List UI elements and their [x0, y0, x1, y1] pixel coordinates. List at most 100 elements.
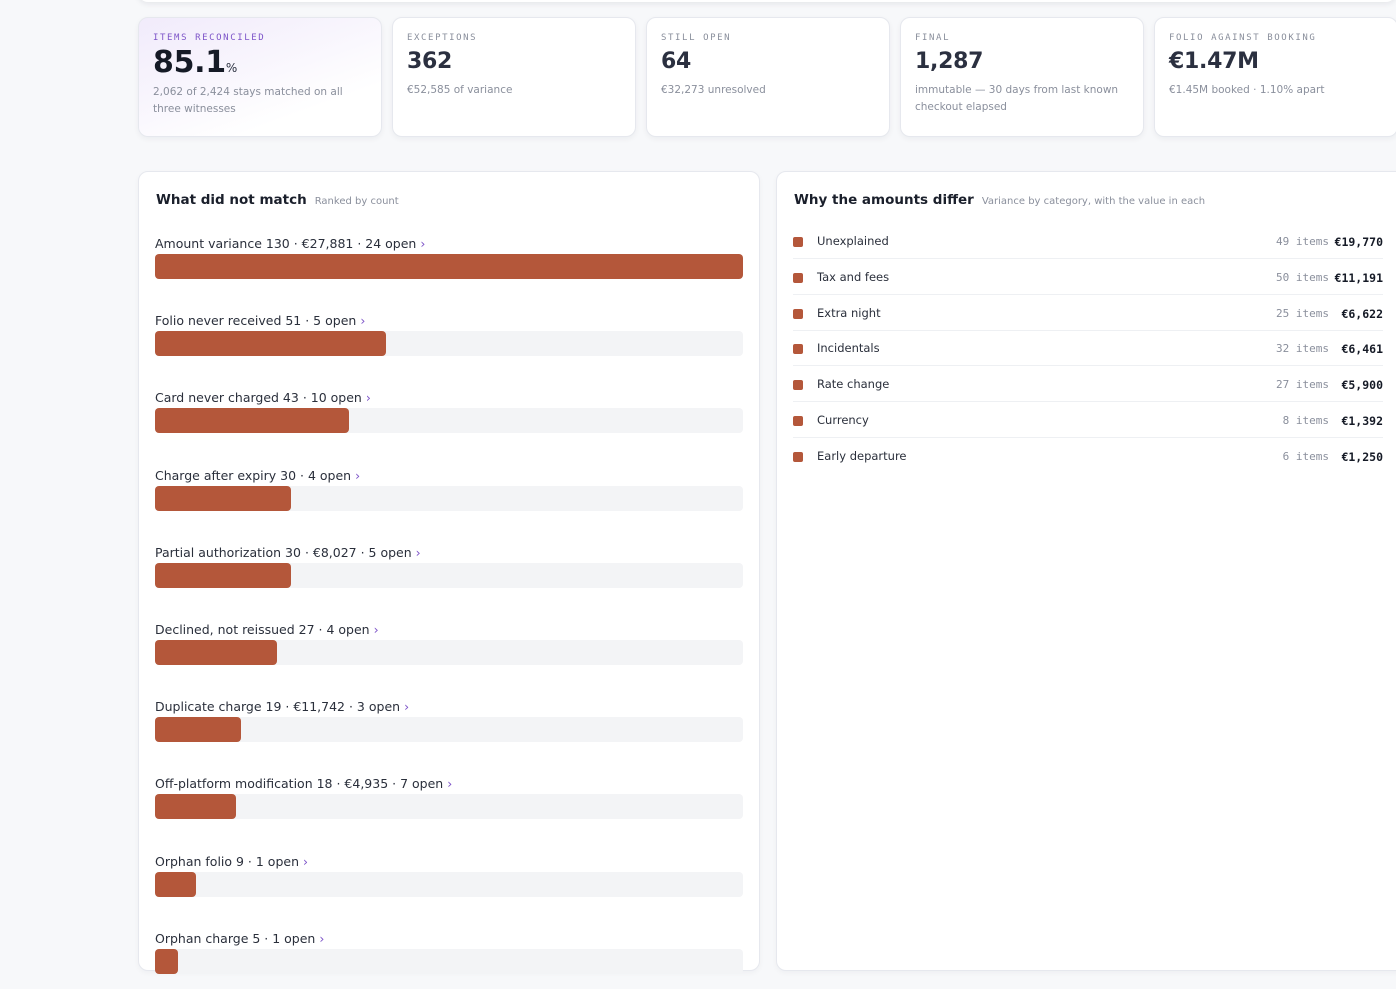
mismatch-row[interactable]: Partial authorization 30 · €8,027 · 5 op… [155, 545, 745, 603]
stat-label: FINAL [915, 33, 951, 43]
variance-amount: €1,392 [1341, 414, 1383, 428]
variance-amount: €6,622 [1341, 306, 1383, 321]
variance-row[interactable]: Early departure 6 items €1,250 [793, 438, 1383, 474]
chevron-right-icon[interactable]: › [447, 776, 453, 792]
mismatch-row[interactable]: Off-platform modification 18 · €4,935 · … [155, 776, 745, 834]
stat-label: STILL OPEN [661, 33, 732, 43]
variance-row[interactable]: Unexplained 49 items €19,770 [793, 223, 1383, 259]
variance-item-count: 25 items [1276, 306, 1329, 320]
mismatch-row[interactable]: Duplicate charge 19 · €11,742 · 3 open › [155, 699, 745, 757]
variance-category-label: Rate change [817, 377, 890, 392]
variance-panel-title: Why the amounts differ [794, 192, 974, 208]
mismatch-row[interactable]: Orphan folio 9 · 1 open › [155, 854, 745, 912]
category-swatch-icon [793, 344, 803, 355]
mismatch-row[interactable]: Orphan charge 5 · 1 open › [155, 931, 745, 989]
stats-row: ITEMS RECONCILED 85.1% 2,062 of 2,424 st… [138, 17, 1396, 137]
chevron-right-icon[interactable]: › [365, 390, 371, 406]
variance-category-label: Tax and fees [817, 269, 890, 284]
variance-category-label: Currency [817, 413, 869, 427]
stat-card-folio-against-booking: FOLIO AGAINST BOOKING €1.47M €1.45M book… [1154, 17, 1396, 137]
mismatch-row-label: Card never charged 43 · 10 open › [155, 390, 371, 405]
chevron-right-icon[interactable]: › [355, 467, 361, 483]
mismatch-panel-title: What did not match [156, 192, 307, 208]
mismatch-panel-subtitle: Ranked by count [314, 196, 399, 207]
bar-track [155, 562, 743, 588]
variance-item-count: 49 items [1276, 235, 1329, 248]
bar-track [155, 640, 743, 665]
mismatch-row[interactable]: Card never charged 43 · 10 open › [155, 390, 745, 448]
count-bar [155, 408, 349, 434]
stat-label: ITEMS RECONCILED [153, 33, 266, 43]
mismatch-row-label: Charge after expiry 30 · 4 open › [155, 468, 360, 483]
category-swatch-icon [793, 416, 803, 426]
mismatch-row-label: Folio never received 51 · 5 open › [155, 313, 365, 328]
category-swatch-icon [793, 380, 803, 391]
stat-value: 362 [407, 49, 453, 74]
variance-item-count: 32 items [1276, 342, 1329, 356]
top-panel-edge [138, 0, 1396, 2]
category-swatch-icon [793, 237, 803, 247]
mismatch-row-text: Declined, not reissued 27 · 4 open [155, 622, 370, 637]
variance-row[interactable]: Currency 8 items €1,392 [793, 402, 1383, 438]
count-bar [155, 640, 277, 665]
category-swatch-icon [793, 272, 803, 283]
stat-card-items-reconciled: ITEMS RECONCILED 85.1% 2,062 of 2,424 st… [138, 17, 382, 137]
mismatch-row-label: Amount variance 130 · €27,881 · 24 open › [155, 236, 425, 251]
bar-track [155, 408, 743, 434]
mismatch-row-text: Duplicate charge 19 · €11,742 · 3 open [155, 699, 401, 715]
stat-label: FOLIO AGAINST BOOKING [1169, 33, 1317, 43]
mismatch-row-text: Charge after expiry 30 · 4 open [155, 467, 352, 483]
category-swatch-icon [793, 451, 803, 462]
mismatch-row-text: Amount variance 130 · €27,881 · 24 open [155, 236, 417, 251]
stat-card-final: FINAL 1,287 immutable — 30 days from las… [900, 17, 1144, 137]
mismatch-row[interactable]: Folio never received 51 · 5 open › [155, 313, 745, 371]
stat-value: 64 [661, 49, 692, 74]
stat-label: EXCEPTIONS [407, 33, 478, 43]
stat-value: 1,287 [915, 49, 984, 74]
stat-caption: 2,062 of 2,424 stays matched on all thre… [153, 86, 343, 115]
mismatch-row-label: Declined, not reissued 27 · 4 open › [155, 622, 379, 637]
mismatch-row[interactable]: Amount variance 130 · €27,881 · 24 open › [155, 236, 745, 294]
count-bar [155, 948, 178, 974]
variance-row[interactable]: Incidentals 32 items €6,461 [793, 330, 1383, 367]
count-bar [155, 871, 196, 897]
mismatch-row-text: Orphan folio 9 · 1 open [155, 853, 300, 869]
chevron-right-icon[interactable]: › [404, 699, 410, 715]
mismatch-row-label: Orphan folio 9 · 1 open › [155, 854, 308, 869]
category-swatch-icon [793, 308, 803, 319]
bar-track [155, 794, 743, 820]
stat-caption: €52,585 of variance [407, 84, 513, 96]
variance-amount: €5,900 [1341, 378, 1383, 393]
variance-category-label: Unexplained [817, 234, 889, 248]
chevron-right-icon[interactable]: › [303, 853, 309, 869]
count-bar [155, 717, 241, 743]
stat-caption: €1.45M booked · 1.10% apart [1169, 84, 1325, 96]
variance-panel-header: Why the amounts differ Variance by catego… [794, 189, 1205, 208]
mismatch-panel: What did not match Ranked by count Amount… [138, 171, 760, 974]
variance-row[interactable]: Rate change 27 items €5,900 [793, 366, 1383, 403]
variance-category-label: Incidentals [817, 341, 880, 356]
variance-category-label: Early departure [817, 448, 907, 463]
bar-track [155, 871, 743, 897]
chevron-right-icon[interactable]: › [415, 544, 421, 560]
mismatch-row[interactable]: Charge after expiry 30 · 4 open › [155, 468, 745, 526]
bar-track [155, 485, 743, 511]
count-bar [155, 562, 291, 588]
chevron-right-icon[interactable]: › [319, 930, 325, 946]
variance-panel: Why the amounts differ Variance by catego… [776, 171, 1396, 971]
chevron-right-icon[interactable]: › [360, 313, 366, 329]
count-bar [155, 485, 291, 511]
stat-caption: immutable — 30 days from last known chec… [915, 84, 1119, 113]
variance-row[interactable]: Tax and fees 50 items €11,191 [793, 259, 1383, 295]
count-bar [155, 254, 743, 279]
mismatch-row[interactable]: Declined, not reissued 27 · 4 open › [155, 622, 745, 680]
stat-value: 85.1% [153, 45, 367, 80]
variance-amount: €11,191 [1334, 270, 1383, 285]
variance-item-count: 8 items [1282, 414, 1329, 427]
variance-row[interactable]: Extra night 25 items €6,622 [793, 295, 1383, 331]
chevron-right-icon[interactable]: › [420, 236, 426, 251]
stat-number: 85.1 [153, 45, 226, 80]
mismatch-row-text: Card never charged 43 · 10 open [155, 390, 362, 406]
mismatch-panel-header: What did not match Ranked by count [156, 189, 399, 208]
chevron-right-icon[interactable]: › [373, 622, 379, 637]
